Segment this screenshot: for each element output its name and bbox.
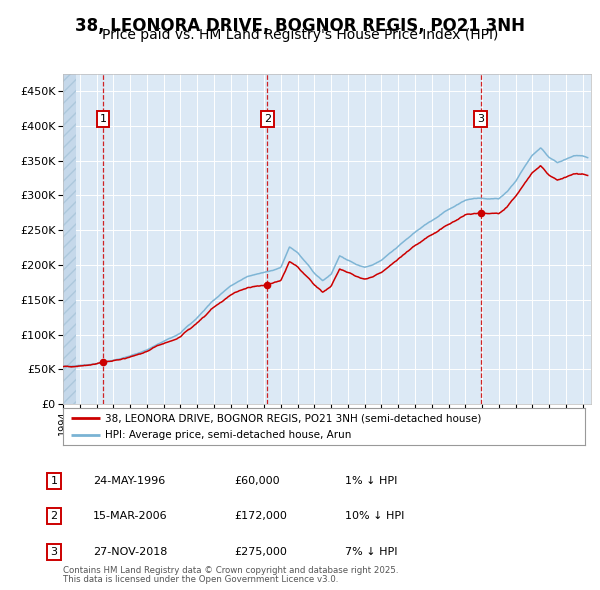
Text: 3: 3: [50, 547, 58, 556]
Text: £172,000: £172,000: [234, 512, 287, 521]
Text: 15-MAR-2006: 15-MAR-2006: [93, 512, 167, 521]
Text: 38, LEONORA DRIVE, BOGNOR REGIS, PO21 3NH (semi-detached house): 38, LEONORA DRIVE, BOGNOR REGIS, PO21 3N…: [105, 414, 481, 423]
Text: This data is licensed under the Open Government Licence v3.0.: This data is licensed under the Open Gov…: [63, 575, 338, 584]
Bar: [63, 74, 76, 404]
Text: £275,000: £275,000: [234, 547, 287, 556]
Text: 10% ↓ HPI: 10% ↓ HPI: [345, 512, 404, 521]
Text: 2: 2: [50, 512, 58, 521]
Text: 7% ↓ HPI: 7% ↓ HPI: [345, 547, 398, 556]
Text: 38, LEONORA DRIVE, BOGNOR REGIS, PO21 3NH: 38, LEONORA DRIVE, BOGNOR REGIS, PO21 3N…: [75, 17, 525, 35]
Text: 3: 3: [477, 114, 484, 124]
Text: 24-MAY-1996: 24-MAY-1996: [93, 476, 165, 486]
Text: 1% ↓ HPI: 1% ↓ HPI: [345, 476, 397, 486]
Text: 1: 1: [50, 476, 58, 486]
Text: HPI: Average price, semi-detached house, Arun: HPI: Average price, semi-detached house,…: [105, 431, 351, 440]
Text: 1: 1: [100, 114, 107, 124]
Text: £60,000: £60,000: [234, 476, 280, 486]
Text: 27-NOV-2018: 27-NOV-2018: [93, 547, 167, 556]
Text: Price paid vs. HM Land Registry's House Price Index (HPI): Price paid vs. HM Land Registry's House …: [102, 28, 498, 42]
Text: 2: 2: [264, 114, 271, 124]
Text: Contains HM Land Registry data © Crown copyright and database right 2025.: Contains HM Land Registry data © Crown c…: [63, 566, 398, 575]
